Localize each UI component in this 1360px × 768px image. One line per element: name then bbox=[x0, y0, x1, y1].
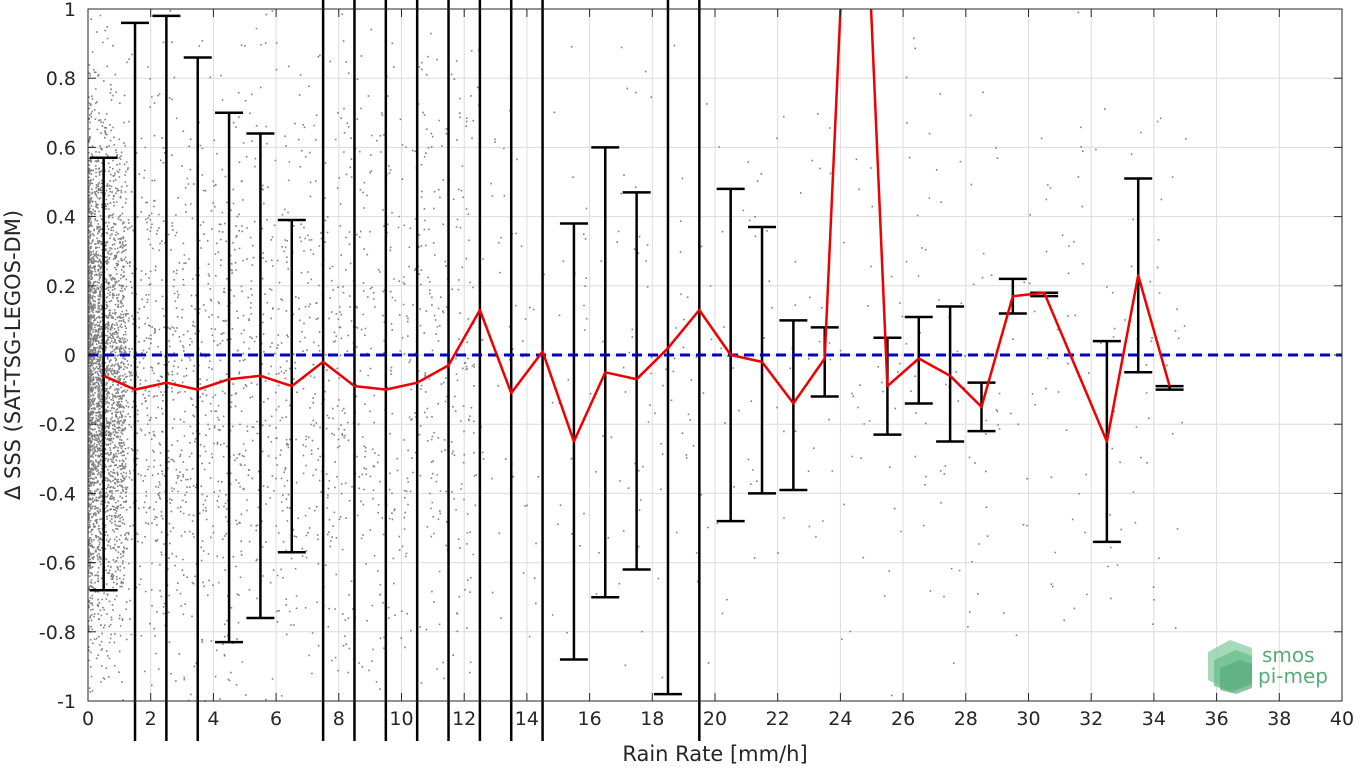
x-tick-label: 34 bbox=[1142, 708, 1166, 730]
y-tick-label: 0.6 bbox=[46, 137, 76, 159]
x-tick-label: 30 bbox=[1016, 708, 1040, 730]
x-tick-label: 0 bbox=[82, 708, 94, 730]
x-tick-label: 36 bbox=[1205, 708, 1229, 730]
y-tick-label: -0.2 bbox=[39, 414, 76, 436]
x-tick-labels: 0 2 4 6 8 10 12 14 16 18 20 22 24 26 28 30 32 34 36 38 40 bbox=[82, 708, 1354, 730]
y-tick-label: 0.8 bbox=[46, 68, 76, 90]
x-tick-label: 6 bbox=[270, 708, 282, 730]
x-tick-label: 2 bbox=[145, 708, 157, 730]
y-tick-label: 1 bbox=[64, 0, 76, 21]
error-bars bbox=[89, 0, 1184, 741]
smos-pi-mep-logo: smos pi-mep bbox=[1208, 640, 1328, 694]
x-axis-label: Rain Rate [mm/h] bbox=[622, 742, 807, 766]
y-axis-label: Δ SSS (SAT-TSG-LEGOS-DM) bbox=[1, 210, 25, 500]
y-tick-labels: -1 -0.8 -0.6 -0.4 -0.2 0 0.2 0.4 0.6 0.8 1 bbox=[39, 0, 76, 713]
x-tick-label: 8 bbox=[333, 708, 345, 730]
x-tick-label: 24 bbox=[828, 708, 852, 730]
x-tick-label: 40 bbox=[1330, 708, 1354, 730]
x-tick-label: 16 bbox=[578, 708, 602, 730]
y-tick-label: 0 bbox=[64, 345, 76, 367]
x-tick-label: 26 bbox=[891, 708, 915, 730]
y-tick-label: -0.6 bbox=[39, 553, 76, 575]
y-tick-label: 0.2 bbox=[46, 276, 76, 298]
x-tick-label: 18 bbox=[640, 708, 664, 730]
x-tick-label: 28 bbox=[954, 708, 978, 730]
y-tick-label: -1 bbox=[57, 691, 76, 713]
axes-frame bbox=[87, 8, 1343, 702]
x-tick-label: 12 bbox=[452, 708, 476, 730]
mean-series-line bbox=[103, 9, 1171, 443]
x-tick-label: 32 bbox=[1079, 708, 1103, 730]
x-tick-label: 20 bbox=[703, 708, 727, 730]
mean-line bbox=[103, 9, 1171, 443]
logo-text-smos: smos bbox=[1262, 643, 1315, 667]
x-tick-label: 10 bbox=[389, 708, 413, 730]
x-tick-label: 4 bbox=[207, 708, 219, 730]
y-tick-label: -0.4 bbox=[39, 483, 76, 505]
logo-text-pi-mep: pi-mep bbox=[1258, 664, 1328, 688]
x-tick-label: 22 bbox=[766, 708, 790, 730]
x-tick-label: 38 bbox=[1267, 708, 1291, 730]
y-tick-label: 0.4 bbox=[46, 207, 76, 229]
y-tick-label: -0.8 bbox=[39, 622, 76, 644]
x-tick-label: 14 bbox=[515, 708, 539, 730]
logo-mark-icon bbox=[1208, 640, 1252, 694]
